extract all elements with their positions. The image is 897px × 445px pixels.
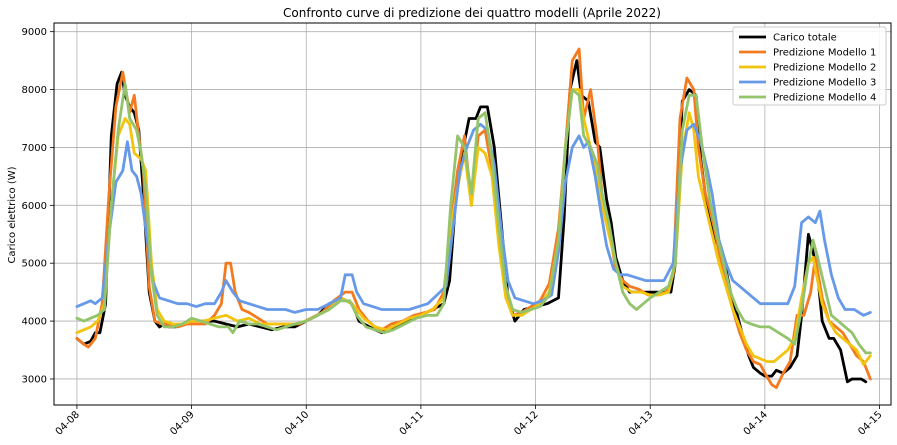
legend-entry: Predizione Modello 1 — [773, 48, 876, 59]
y-axis-label: Carico elettrico (W) — [7, 166, 18, 263]
legend-box — [732, 26, 887, 106]
legend-entry: Predizione Modello 4 — [773, 93, 876, 104]
plot-frame — [53, 22, 892, 406]
series-line-5 — [75, 82, 872, 355]
series-lines — [75, 47, 872, 390]
y-axis: 3000 4000 5000 6000 7000 8000 9000 — [22, 27, 54, 385]
y-tick-label: 6000 — [22, 201, 47, 212]
y-tick-label: 9000 — [22, 27, 47, 38]
y-tick-label: 3000 — [22, 374, 47, 385]
y-tick-label: 8000 — [22, 85, 47, 96]
y-tick-label: 4000 — [22, 317, 47, 328]
series-line-3 — [75, 88, 872, 366]
chart-title: Confronto curve di predizione dei quattr… — [283, 6, 661, 20]
legend-entry: Predizione Modello 3 — [773, 78, 876, 89]
y-tick-label: 5000 — [22, 259, 47, 270]
y-tick-label: 7000 — [22, 143, 47, 154]
legend-entry: Carico totale — [773, 33, 837, 44]
legend-entry: Predizione Modello 2 — [773, 63, 876, 74]
legend: Carico totale Predizione Modello 1 Predizi… — [732, 26, 887, 106]
